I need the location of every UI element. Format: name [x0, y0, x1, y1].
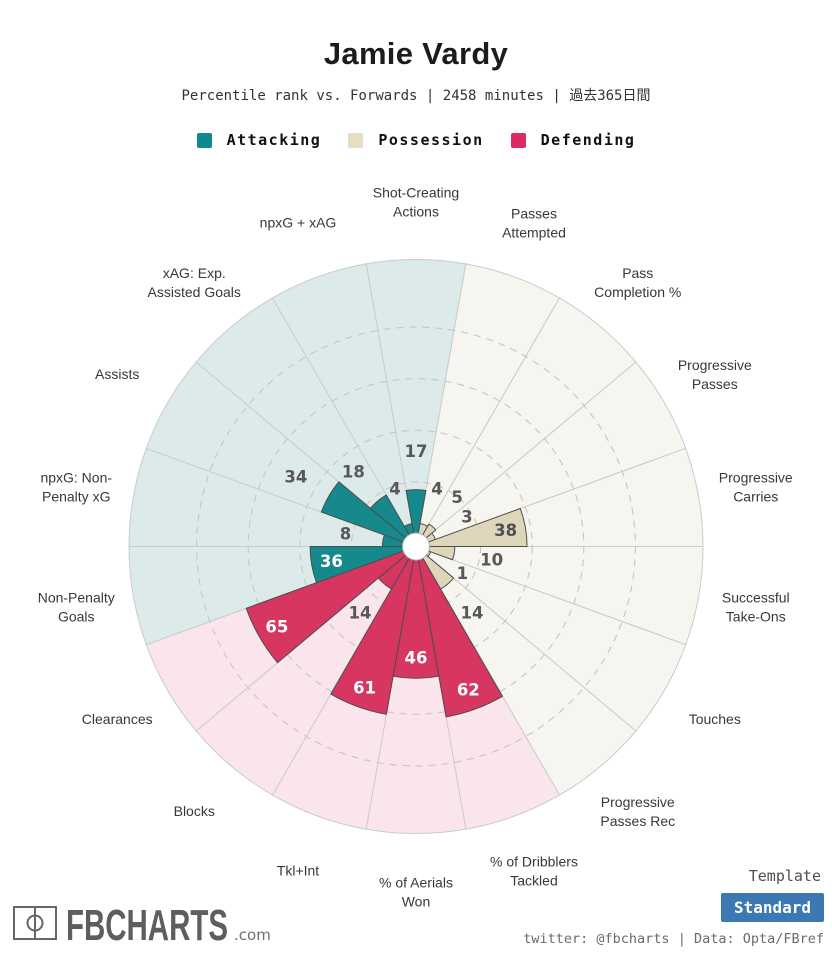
fbcharts-logo: FBCHARTS .com	[12, 898, 277, 951]
center-hole	[402, 532, 430, 561]
percentile-value-label: 1	[457, 564, 468, 583]
percentile-value-label: 14	[461, 604, 484, 623]
chart-category-labels: Shot-Creating Actions Passes Attempted Pass C…	[38, 185, 793, 910]
percentile-value-label: 62	[457, 681, 480, 700]
legend-label-attacking: Attacking	[226, 131, 322, 149]
slice-label: Shot-Creating Actions	[373, 185, 459, 220]
percentile-value-label: 46	[405, 649, 428, 668]
percentile-value-label: 36	[320, 552, 343, 571]
chart-subtitle: Percentile rank vs. Forwards | 2458 minu…	[181, 88, 651, 104]
grid-circle-60	[247, 378, 585, 715]
template-standard-button[interactable]: Standard	[720, 893, 824, 922]
legend-item-possession: Possession	[348, 131, 483, 149]
pitch-icon	[13, 906, 57, 940]
chart-wedges	[245, 481, 528, 718]
legend-item-attacking: Attacking	[196, 131, 322, 149]
legend-swatch-possession	[348, 132, 364, 148]
slice-label: Touches	[689, 711, 741, 727]
percentile-value-label: 10	[480, 550, 503, 569]
percentile-value-label: 3	[461, 508, 472, 527]
slice-label: Passes Attempted	[502, 205, 566, 240]
slice-label: Progressive Passes	[678, 357, 752, 392]
slice-label: Blocks	[174, 803, 215, 819]
credits-text: twitter: @fbcharts | Data: Opta/FBref	[523, 931, 824, 947]
logo-wordmark: FBCHARTS	[66, 901, 228, 946]
chart-background	[128, 258, 704, 835]
slice-label: Tkl+Int	[277, 863, 320, 879]
grid-circle-80	[196, 326, 636, 767]
percentile-value-label: 65	[265, 617, 288, 636]
percentile-value-label: 17	[405, 442, 428, 461]
legend-label-possession: Possession	[378, 131, 484, 149]
template-label: Template	[748, 867, 821, 885]
slice-label: xAG: Exp. Assisted Goals	[148, 265, 241, 300]
legend: Attacking Possession Defending	[0, 131, 832, 149]
slice-label: Clearances	[82, 711, 153, 727]
slice-label: npxG + xAG	[260, 214, 337, 230]
percentile-value-label: 18	[342, 462, 365, 481]
legend-item-defending: Defending	[510, 131, 636, 149]
slice-label: Successful Take-Ons	[722, 589, 790, 624]
legend-swatch-attacking	[196, 132, 212, 148]
slice-label: Progressive Carries	[719, 470, 793, 505]
percentile-value-label: 4	[389, 479, 400, 498]
chart-center	[402, 532, 430, 561]
percentile-value-label: 8	[340, 525, 351, 544]
legend-label-defending: Defending	[540, 131, 636, 149]
logo-suffix: .com	[234, 926, 271, 944]
percentile-value-label: 34	[284, 468, 307, 487]
slice-label: % of Aerials Won	[379, 875, 453, 910]
slice-label: % of Dribblers Tackled	[490, 854, 578, 889]
slice-label: Pass Completion %	[594, 265, 681, 300]
legend-swatch-defending	[510, 132, 526, 148]
slice-label: npxG: Non-Penalty xG	[40, 470, 112, 505]
slice-label: Assists	[95, 366, 139, 382]
percentile-value-label: 14	[349, 604, 372, 623]
percentile-value-label: 38	[494, 521, 517, 540]
percentile-value-label: 61	[353, 678, 376, 697]
percentile-value-label: 4	[431, 479, 442, 498]
percentile-value-label: 5	[451, 488, 462, 507]
slice-label: Progressive Passes Rec	[600, 794, 675, 829]
logo-graphic: FBCHARTS .com	[13, 901, 271, 950]
player-name: Jamie Vardy	[323, 36, 509, 71]
slice-label: Non-Penalty Goals	[38, 589, 115, 624]
